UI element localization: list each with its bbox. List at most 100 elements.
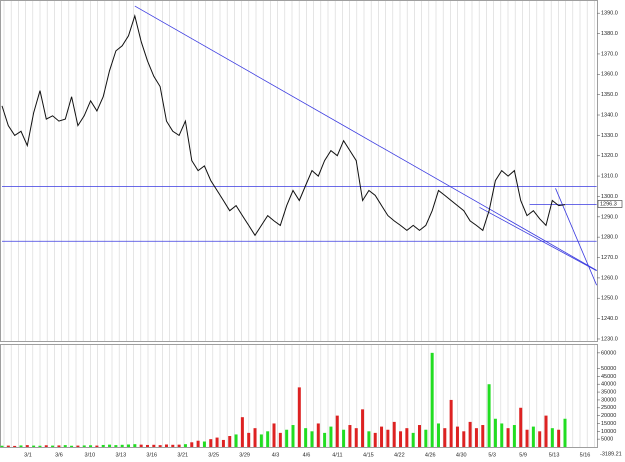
- volume-bar: [506, 428, 510, 447]
- volume-bar: [190, 442, 194, 447]
- trendline: [555, 188, 597, 286]
- volume-bar: [474, 428, 478, 447]
- y-tick-label: 15000: [601, 421, 616, 427]
- y-tick-label: 1240.0: [601, 316, 618, 322]
- volume-bar: [342, 429, 346, 447]
- x-tick-label: 4/11: [332, 452, 342, 458]
- volume-bar: [487, 384, 491, 447]
- x-tick-label: 5/16: [580, 452, 591, 458]
- volume-bar: [361, 409, 365, 447]
- volume-bar: [399, 431, 403, 447]
- volume-bar: [253, 428, 257, 447]
- volume-bar: [25, 445, 29, 447]
- x-tick-label: 5/3: [488, 452, 496, 458]
- y-tick-label: 1350.0: [601, 92, 618, 98]
- volume-bar: [354, 428, 358, 447]
- y-tick-label: 1310.0: [601, 174, 618, 180]
- y-tick-label: 30000: [601, 397, 616, 403]
- volume-bar: [70, 445, 74, 447]
- volume-bar: [493, 418, 497, 447]
- last-price-label: 1296.3: [600, 201, 617, 207]
- volume-bar: [329, 426, 333, 447]
- volume-bar: [430, 352, 434, 447]
- x-tick-label: 4/6: [303, 452, 311, 458]
- x-tick-label: 4/26: [425, 452, 436, 458]
- y-tick-label: 35000: [601, 390, 616, 396]
- y-tick-label: 1340.0: [601, 112, 618, 118]
- volume-bar: [367, 431, 371, 447]
- volume-bar: [44, 445, 48, 447]
- x-tick-label: 4/30: [456, 452, 467, 458]
- y-tick-label: 1390.0: [601, 11, 618, 17]
- volume-bar: [550, 428, 554, 447]
- volume-bar: [563, 418, 567, 447]
- y-tick-label: 1280.0: [601, 235, 618, 241]
- volume-bar: [63, 445, 67, 447]
- volume-bar: [76, 445, 80, 447]
- volume-bar: [38, 445, 42, 447]
- volume-bar: [202, 441, 206, 447]
- volume-bar: [449, 399, 453, 447]
- volume-bar: [120, 444, 124, 447]
- volume-bar: [95, 445, 99, 447]
- x-tick-label: 3/16: [146, 452, 157, 458]
- volume-bar: [196, 440, 200, 447]
- volume-bar: [145, 444, 149, 447]
- y-tick-label: 1360.0: [601, 72, 618, 78]
- volume-bar: [468, 421, 472, 447]
- volume-bar: [373, 432, 377, 447]
- volume-bar: [108, 444, 112, 447]
- volume-bar: [0, 445, 4, 447]
- volume-footer: -3189.21: [600, 451, 622, 457]
- volume-bar: [234, 434, 238, 447]
- y-tick-label: 1250.0: [601, 296, 618, 302]
- volume-bar: [13, 445, 17, 447]
- x-tick-label: 4/22: [394, 452, 405, 458]
- y-tick-label: 1380.0: [601, 31, 618, 37]
- volume-bar: [133, 444, 137, 447]
- vertical-grid: [3, 1, 595, 447]
- y-tick-label: 1260.0: [601, 275, 618, 281]
- volume-bar: [32, 445, 36, 447]
- volume-bar: [215, 437, 219, 447]
- volume-bar: [6, 445, 10, 447]
- y-tick-label: 45000: [601, 374, 616, 380]
- y-tick-label: 1230.0: [601, 336, 618, 342]
- volume-bar: [240, 417, 244, 447]
- y-tick-label: 40000: [601, 382, 616, 388]
- x-tick-label: 3/13: [115, 452, 126, 458]
- volume-bar: [101, 444, 105, 447]
- volume-bar: [500, 423, 504, 447]
- volume-bar: [386, 429, 390, 447]
- volume-bar: [512, 425, 516, 447]
- volume-bar: [481, 425, 485, 447]
- volume-bar: [335, 415, 339, 447]
- volume-bar: [291, 425, 295, 447]
- y-tick-label: 5000: [601, 437, 613, 443]
- volume-bar: [443, 428, 447, 447]
- volume-bar: [51, 445, 55, 447]
- x-tick-label: 5/13: [549, 452, 560, 458]
- volume-bar: [221, 439, 225, 447]
- volume-bar: [323, 432, 327, 447]
- x-tick-label: 3/25: [208, 452, 219, 458]
- volume-bar: [424, 429, 428, 447]
- volume-bar: [531, 426, 535, 447]
- price-line: [1, 14, 566, 237]
- volume-bar: [139, 444, 143, 447]
- volume-bar: [525, 429, 529, 447]
- volume-bar: [89, 445, 93, 447]
- volume-bar: [557, 429, 561, 447]
- volume-bar: [348, 425, 352, 447]
- volume-bar: [278, 432, 282, 447]
- volume-bar: [455, 426, 459, 447]
- volume-bar: [304, 428, 308, 447]
- y-tick-label: 1300.0: [601, 194, 618, 200]
- y-tick-label: 1370.0: [601, 51, 618, 57]
- price-panel: [0, 0, 598, 342]
- y-tick-label: 1270.0: [601, 255, 618, 261]
- x-tick-label: 4/15: [363, 452, 374, 458]
- last-price-box: [597, 200, 623, 208]
- volume-bar: [158, 445, 162, 447]
- y-tick-label: 10000: [601, 429, 616, 435]
